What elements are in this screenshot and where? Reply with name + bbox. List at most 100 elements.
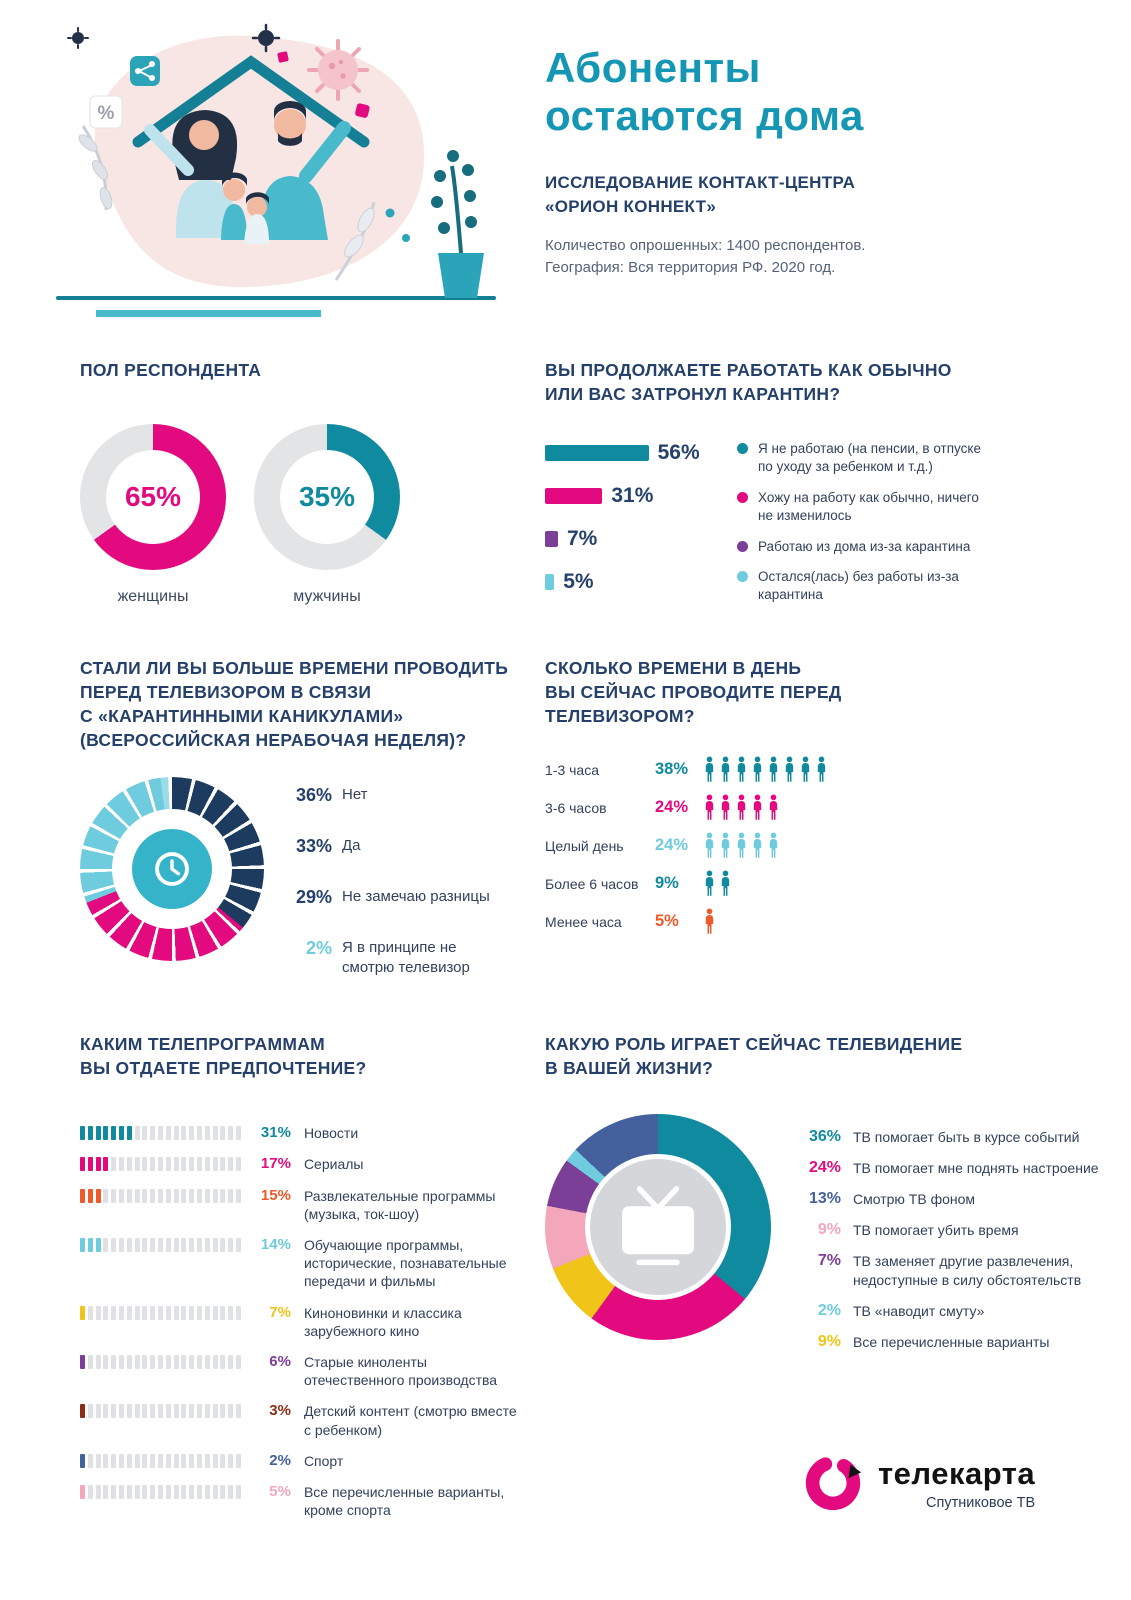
bar-row: 7%: [545, 524, 737, 553]
legend-dot-icon: [737, 540, 748, 552]
bar-cell: [103, 1453, 109, 1468]
dotted-bar: [80, 1238, 241, 1253]
person-icon: [785, 756, 794, 783]
bar-cell: [220, 1126, 226, 1141]
bar-cell: [111, 1238, 117, 1253]
section-title-tv-more-time: СТАЛИ ЛИ ВЫ БОЛЬШЕ ВРЕМЕНИ ПРОВОДИТЬ ПЕР…: [80, 658, 509, 751]
dotted-bar-row: 2% Спорт: [80, 1452, 550, 1470]
bar-cell: [165, 1354, 171, 1369]
person-icon: [769, 756, 778, 783]
bar-cell: [126, 1484, 132, 1499]
dotted-bar: [80, 1188, 241, 1203]
bar-cell: [235, 1453, 241, 1468]
bar-cell: [165, 1453, 171, 1468]
dotted-bar: [80, 1157, 241, 1172]
person-icon: [769, 794, 778, 821]
bar-cell: [212, 1126, 218, 1141]
legend-label: Смотрю ТВ фоном: [853, 1191, 976, 1208]
telekarta-mark-icon: [805, 1455, 862, 1511]
dotted-bar: [80, 1453, 241, 1468]
pictogram-row: Целый день 24%: [545, 832, 1090, 859]
legend-value: 7%: [817, 1251, 841, 1269]
tv-role-donut: [545, 1114, 771, 1341]
donut-men: 35% мужчины: [254, 424, 400, 606]
bar-cell: [173, 1305, 179, 1320]
legend-item: 13% Смотрю ТВ фоном: [797, 1190, 1123, 1209]
bar-cell: [103, 1238, 109, 1253]
section-tv-programs: КАКИМ ТЕЛЕПРОГРАММАМ ВЫ ОТДАЕТЕ ПРЕДПОЧТ…: [80, 1032, 550, 1532]
dotted-bar: [80, 1404, 241, 1419]
bar-cell: [142, 1188, 148, 1203]
work-legend: Я не работаю (на пенсии, в отпуске по ух…: [737, 434, 1057, 617]
bar-cell: [150, 1484, 156, 1499]
dotted-bar-row: 31% Новости: [80, 1124, 550, 1142]
bar-cell: [126, 1238, 132, 1253]
bar-cell: [118, 1354, 124, 1369]
bar-cell: [80, 1238, 85, 1253]
bar-cell: [126, 1157, 132, 1172]
legend-item: 36% Нет: [286, 785, 502, 806]
person-icon: [721, 794, 730, 821]
bar-cell: [228, 1305, 234, 1320]
bar-cell: [118, 1188, 124, 1203]
bar-cell: [212, 1484, 218, 1499]
pictogram-row: Менее часа 5%: [545, 908, 1090, 935]
value-label: 9%: [655, 874, 679, 893]
percent-icon: %: [89, 95, 123, 129]
bar-cell: [118, 1126, 124, 1141]
person-icons: [703, 908, 716, 935]
dotted-bar-row: 3% Детский контент (смотрю вместе с ребен…: [80, 1402, 550, 1438]
person-icon: [737, 756, 746, 783]
bar-cell: [126, 1404, 132, 1419]
legend-value: 24%: [808, 1159, 841, 1177]
bar-cell: [189, 1238, 195, 1253]
bar-cell: [157, 1238, 163, 1253]
section-title-tv-role: КАКУЮ РОЛЬ ИГРАЕТ СЕЙЧАС ТЕЛЕВИДЕНИЕ В В…: [545, 1034, 963, 1079]
legend-value: 9%: [817, 1220, 841, 1238]
value-label: 5%: [269, 1482, 291, 1500]
bar-cell: [80, 1354, 85, 1369]
bar-cell: [235, 1157, 241, 1172]
bar-cell: [212, 1404, 218, 1419]
legend-dot-icon: [737, 491, 748, 503]
person-icon: [801, 756, 810, 783]
person-icon: [721, 756, 730, 783]
bar-cell: [118, 1305, 124, 1320]
bar-cell: [228, 1238, 234, 1253]
legend-value: 2%: [305, 937, 332, 958]
bar-cell: [165, 1188, 171, 1203]
bar-cell: [173, 1484, 179, 1499]
bar-cell: [95, 1354, 101, 1369]
dotted-bar: [80, 1305, 241, 1320]
value-label: 6%: [269, 1352, 291, 1370]
bar-cell: [95, 1126, 101, 1141]
page-title: Абоненты остаются дома: [545, 44, 864, 140]
bar-cell: [189, 1453, 195, 1468]
bar-cell: [165, 1484, 171, 1499]
bar-cell: [212, 1238, 218, 1253]
legend-label: ТВ помогает убить время: [853, 1221, 1019, 1238]
person-icon: [705, 832, 714, 859]
bar-cell: [103, 1354, 109, 1369]
person-icon: [705, 870, 714, 897]
category-label: Детский контент (смотрю вместе с ребенко…: [303, 1403, 517, 1438]
bar-cell: [196, 1126, 202, 1141]
category-label: Старые киноленты отечественного производ…: [303, 1353, 498, 1389]
bar-cell: [228, 1188, 234, 1203]
legend-item: 2% Я в принципе не смотрю телевизор: [286, 938, 502, 979]
bar-cell: [189, 1157, 195, 1172]
category-label: Менее часа: [545, 913, 622, 930]
donut-chart-women: 65%: [80, 424, 226, 571]
bar-cell: [142, 1354, 148, 1369]
bar-cell: [228, 1404, 234, 1419]
logo-tagline: Спутниковое ТВ: [926, 1494, 1036, 1511]
bar-cell: [118, 1157, 124, 1172]
share-icon: [130, 56, 160, 86]
category-label: Сериалы: [303, 1156, 364, 1173]
bar-cell: [150, 1157, 156, 1172]
legend-item: 36% ТВ помогает быть в курсе событий: [797, 1128, 1123, 1147]
bar-cell: [165, 1126, 171, 1141]
pictogram-row: 3-6 часов 24%: [545, 794, 1090, 821]
bar-cell: [228, 1354, 234, 1369]
person-icons: [703, 794, 780, 821]
